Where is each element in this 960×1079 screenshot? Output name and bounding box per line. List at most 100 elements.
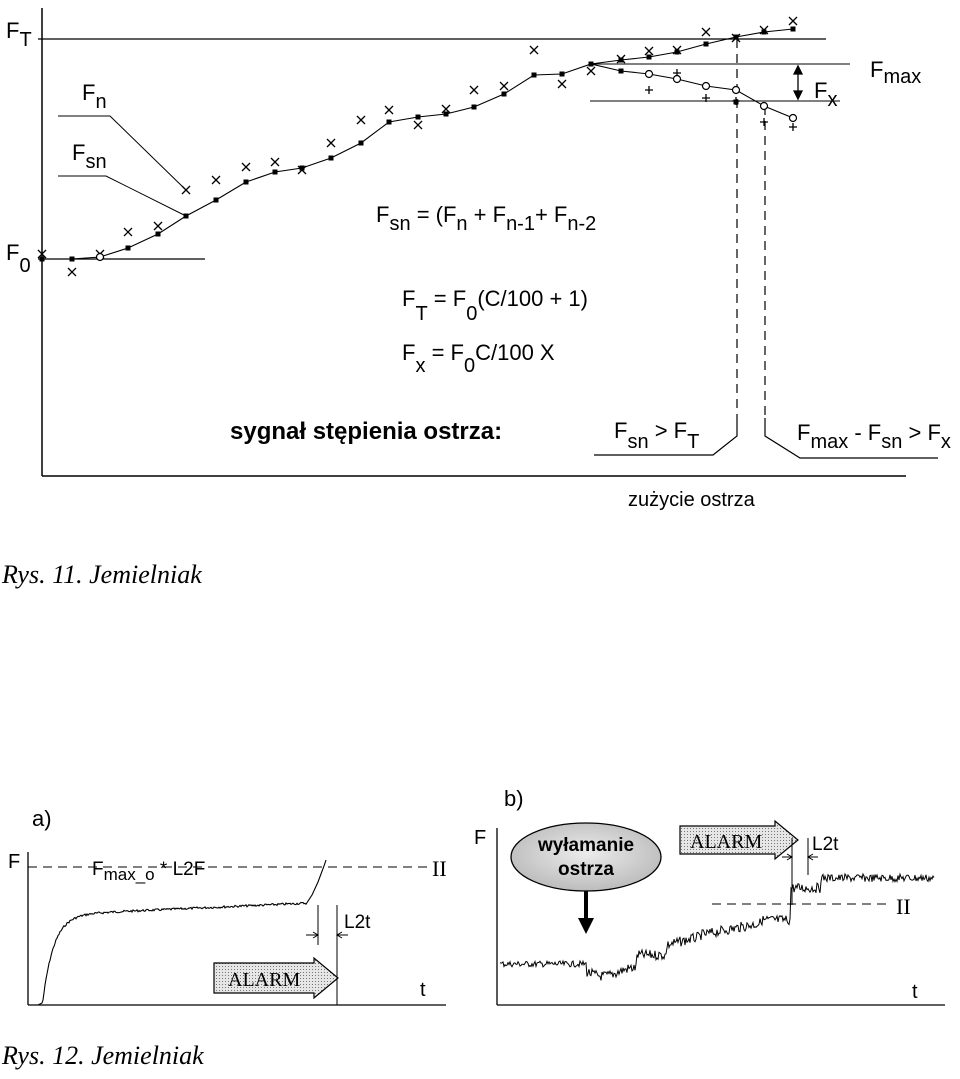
panel-b-callout-bubble [510, 822, 662, 892]
fsn-point [358, 140, 364, 146]
panel-b-alarm-arrow [679, 819, 799, 861]
f0-label: F0 [6, 240, 31, 277]
circle-marker [788, 113, 798, 123]
fn-cross-marker [788, 16, 798, 26]
fsn-point [39, 256, 45, 262]
figure-12-caption: Rys. 12. Jemielniak [2, 1041, 204, 1070]
fn-cross-marker [586, 66, 596, 76]
plus-marker [789, 123, 797, 131]
fsn-point [213, 197, 219, 203]
figure-11-caption: Rys. 11. Jemielniak [2, 560, 202, 589]
fn-leader-line [58, 115, 187, 191]
plus-marker [702, 94, 710, 102]
fn-cross-marker [731, 33, 741, 43]
panel-b-callout-line-1: wyłamanie [537, 835, 634, 856]
panel-b-label: b) [504, 786, 524, 811]
fn-cross-marker [270, 157, 280, 167]
fn-cross-marker [469, 85, 479, 95]
fn-cross-marker [557, 79, 567, 89]
fsn-point [471, 104, 477, 110]
fsn-point [646, 54, 652, 60]
panel-b-xlabel: t [912, 981, 918, 1003]
fsn-leader-line [58, 175, 187, 217]
fn-cross-marker [326, 138, 336, 148]
fsn-upper-curve [590, 28, 794, 65]
condition-1: Fsn > FT [614, 418, 699, 453]
fsn-point [125, 245, 131, 251]
panel-a-level-roman: II [432, 856, 447, 881]
fn-cross-marker [356, 115, 366, 125]
fn-cross-markers [37, 16, 798, 277]
equation-ft: FT = F0(C/100 + 1) [402, 286, 588, 325]
circle-marker [672, 74, 682, 84]
fsn-point [272, 169, 278, 175]
panel-b-level-roman: II [896, 894, 911, 919]
fn-cross-marker [241, 162, 251, 172]
fn-cross-marker [672, 45, 682, 55]
panel-b-ylabel: F [474, 827, 486, 849]
fn-cross-marker [37, 249, 47, 259]
fig12b-panel: b) F II wyłamanie ostrza ALARM L2t t [474, 786, 945, 1006]
plus-marker [732, 97, 740, 105]
fn-cross-marker [644, 46, 654, 56]
panel-b-down-arrow [578, 891, 594, 934]
panel-a-signal [37, 859, 327, 1006]
panel-a-alarm-arrow [213, 956, 339, 1000]
fsn-point [328, 155, 334, 161]
fsn-point [618, 68, 624, 74]
fsn-point [618, 57, 624, 63]
panel-a-ylabel: F [8, 851, 20, 873]
fsn-point [69, 256, 75, 262]
fsn-point [531, 72, 537, 78]
cond1-bracket [594, 418, 738, 456]
circle-marker [701, 81, 711, 91]
fn-cross-marker [67, 267, 77, 277]
ft-label: FT [6, 18, 32, 51]
fn-cross-marker [153, 221, 163, 231]
circle-markers [95, 69, 798, 262]
circle-marker [731, 85, 741, 95]
panel-a-label: a) [32, 806, 52, 831]
cond2-bracket [764, 418, 938, 459]
panel-b-l2t-arrow [782, 853, 818, 861]
panel-b-alarm-label: ALARM [690, 831, 762, 853]
panel-a-l2t-label: L2t [344, 912, 371, 933]
fn-cross-marker [499, 81, 509, 91]
fn-cross-marker [701, 27, 711, 37]
fsn-point [674, 49, 680, 55]
fsn-point [559, 71, 565, 77]
panel-b-callout-line-2: ostrza [558, 859, 614, 880]
fig11-diagram: FT Fn Fsn F0 Fmax Fx Fsn = (Fn + Fn-1+ F… [6, 8, 951, 511]
fsn-point [386, 119, 392, 125]
circle-marker [644, 69, 654, 79]
fsn-point [243, 179, 249, 185]
panel-a-l2t-arrow [306, 931, 348, 939]
fn-cross-marker [297, 165, 307, 175]
fx-label: Fx [814, 78, 837, 111]
panel-b-signal [499, 872, 935, 981]
fn-cross-marker [211, 175, 221, 185]
fsn-point [155, 231, 161, 237]
equation-fx: Fx = F0C/100 X [402, 340, 555, 377]
fsn-label: Fsn [72, 140, 107, 173]
fsn-point [733, 34, 739, 40]
fsn-point [703, 41, 709, 47]
fn-cross-marker [441, 104, 451, 114]
panel-a-alarm-label: ALARM [228, 969, 300, 991]
fsn-point [299, 165, 305, 171]
fsn-point [415, 114, 421, 120]
fsn-point [790, 26, 796, 32]
fsn-point [501, 91, 507, 97]
fsn-point [443, 111, 449, 117]
signal-label: sygnał stępienia ostrza: [230, 418, 502, 445]
condition-2: Fmax - Fsn > Fx [797, 420, 951, 453]
fn-cross-marker [616, 54, 626, 64]
panel-a-level-label: Fmax_o * L2F [92, 859, 205, 884]
fn-cross-marker [181, 185, 191, 195]
fsn-point [183, 213, 189, 219]
plus-marker [645, 86, 653, 94]
fig12a-panel: a) F Fmax_o * L2F II L2t ALARM t [8, 806, 447, 1006]
fn-cross-marker [759, 25, 769, 35]
fn-label: Fn [82, 80, 107, 113]
